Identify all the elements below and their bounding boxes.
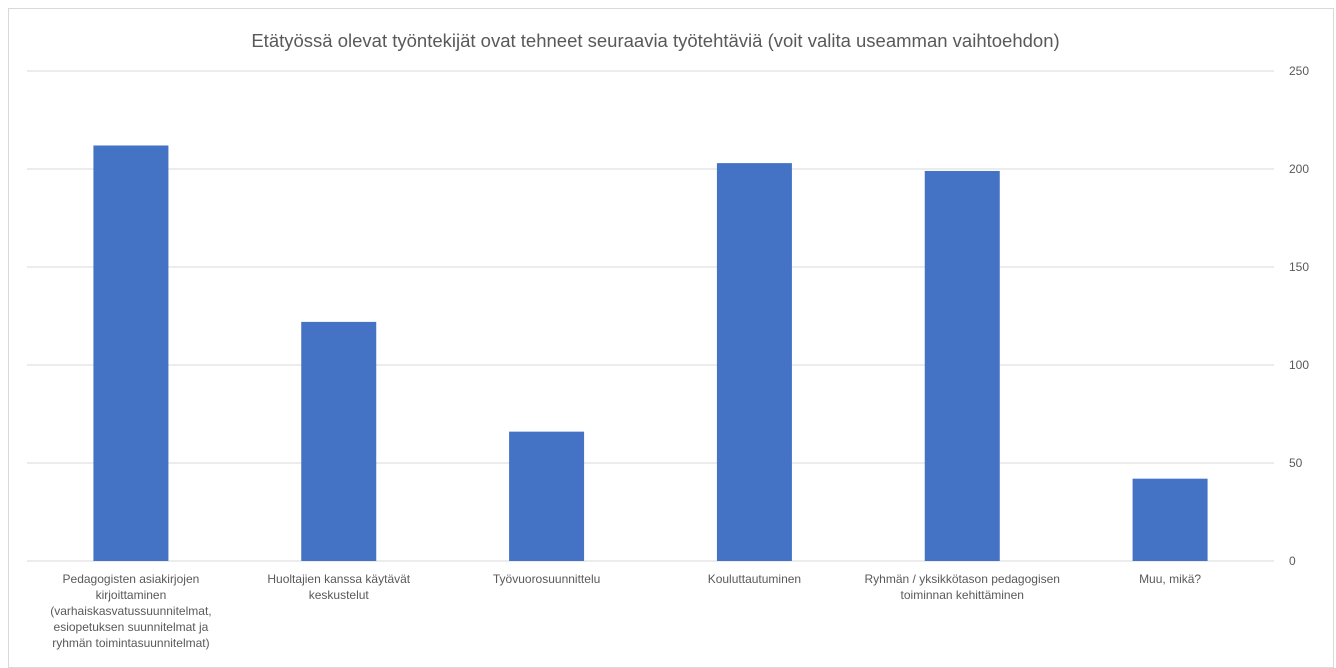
y-tick-label: 250: [1289, 64, 1309, 78]
bar: [509, 431, 585, 561]
x-category-label-line: keskustelut: [309, 588, 370, 602]
x-category-label-line: (varhaiskasvatussuunnitelmat,: [50, 604, 211, 618]
x-category-label-line: esiopetuksen suunnitelmat ja: [54, 620, 209, 634]
y-tick-label: 200: [1289, 162, 1309, 176]
y-tick-label: 0: [1289, 554, 1296, 568]
x-category-label: Huoltajien kanssa käytävät keskustelut: [267, 572, 410, 602]
x-category-label-line: kirjoittaminen: [96, 588, 167, 602]
x-category-label-line: Huoltajien kanssa käytävät: [267, 572, 410, 586]
x-category-label-line: Ryhmän / yksikkötason pedagogisen: [865, 572, 1060, 586]
y-tick-label: 100: [1289, 358, 1309, 372]
x-category-label: Pedagogisten asiakirjojen kirjoittaminen (…: [50, 572, 211, 650]
x-category-label-line: toiminnan kehittäminen: [901, 588, 1024, 602]
bar: [93, 145, 169, 562]
bar: [924, 170, 1000, 561]
bar-chart: Etätyössä olevat työntekijät ovat tehnee…: [27, 30, 1309, 650]
y-tick-label: 150: [1289, 260, 1309, 274]
chart-title: Etätyössä olevat työntekijät ovat tehnee…: [251, 30, 1059, 51]
x-category-label: Muu, mikä?: [1139, 572, 1201, 586]
x-category-label: Työvuorosuunnittelu: [493, 572, 600, 586]
y-axis-tick-labels: 0 50 100 150 200 250: [1289, 64, 1309, 568]
bar: [716, 163, 792, 561]
x-category-label-line: Työvuorosuunnittelu: [493, 572, 600, 586]
x-category-label: Kouluttautuminen: [708, 572, 801, 586]
gridlines: [27, 70, 1274, 562]
bar: [301, 321, 377, 561]
y-tick-label: 50: [1289, 456, 1303, 470]
x-category-label-line: Muu, mikä?: [1139, 572, 1201, 586]
bars: [93, 145, 1208, 562]
x-axis-category-labels: Pedagogisten asiakirjojen kirjoittaminen (…: [50, 572, 1201, 650]
x-category-label-line: Kouluttautuminen: [708, 572, 801, 586]
bar: [1132, 478, 1208, 561]
x-category-label: Ryhmän / yksikkötason pedagogisen toiminn…: [865, 572, 1060, 602]
x-category-label-line: Pedagogisten asiakirjojen: [63, 572, 200, 586]
x-category-label-line: ryhmän toimintasuunnitelmat): [52, 636, 209, 650]
chart-frame: Etätyössä olevat työntekijät ovat tehnee…: [8, 8, 1334, 668]
